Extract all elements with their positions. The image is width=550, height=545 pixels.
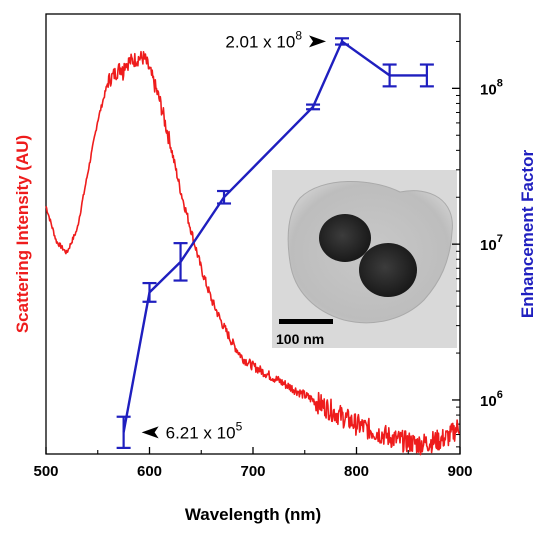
x-tick-label: 500	[33, 463, 58, 480]
errorbar-point	[173, 242, 188, 282]
nanoparticle-core-2	[359, 243, 417, 297]
errorbar-point	[142, 281, 157, 303]
enhancement-factor-errorbars	[116, 37, 434, 449]
scattering-intensity-line	[45, 50, 461, 456]
right-y-tick-label: 107	[480, 233, 503, 254]
errorbar-point	[116, 415, 131, 449]
tem-inset-image: 100 nm	[272, 170, 457, 348]
left-y-axis-label: Scattering Intensity (AU)	[13, 135, 32, 333]
enhancement-factor-line	[122, 39, 427, 433]
annotation: 6.21 x 105	[141, 419, 243, 442]
right-y-axis-label: Enhancement Factor	[518, 150, 537, 319]
x-axis: 500 600 700 800 900	[33, 447, 473, 480]
errorbar-point	[217, 189, 232, 205]
nanoparticle-core-1	[319, 214, 371, 262]
scale-bar	[279, 319, 333, 324]
errorbar-point	[382, 63, 397, 88]
x-tick-label: 900	[447, 463, 472, 480]
errorbar-point	[419, 63, 434, 88]
annotation: 2.01 x 108	[225, 28, 327, 51]
right-y-tick-label: 108	[480, 77, 503, 98]
annotation-arrow	[309, 35, 327, 48]
annotations: 2.01 x 108 6.21 x 105	[141, 28, 327, 442]
annotation-label: 2.01 x 108	[225, 28, 302, 51]
x-axis-label: Wavelength (nm)	[185, 505, 321, 524]
x-tick-label: 600	[137, 463, 162, 480]
x-tick-label: 700	[240, 463, 265, 480]
annotation-label: 6.21 x 105	[166, 419, 243, 442]
x-tick-label: 800	[344, 463, 369, 480]
errorbar-point	[306, 103, 321, 111]
scale-bar-label: 100 nm	[276, 331, 324, 347]
right-y-tick-label: 106	[480, 389, 503, 410]
annotation-arrow	[141, 426, 159, 439]
errorbar-point	[335, 37, 350, 46]
